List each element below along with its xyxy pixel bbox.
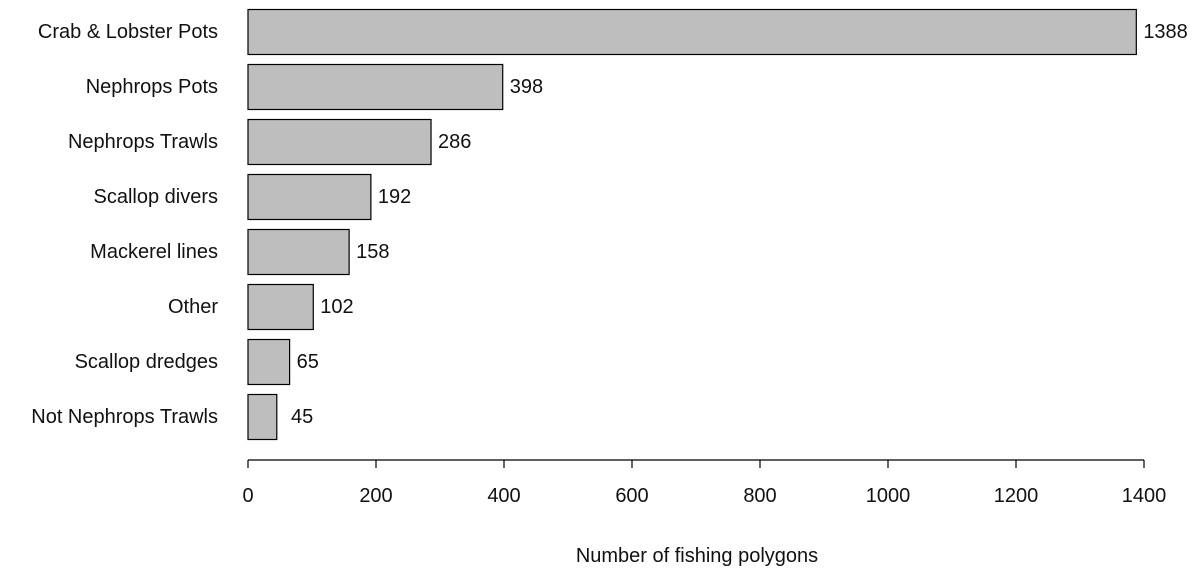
bar-scallop-dredges	[247, 338, 291, 386]
bar-nephrops-pots	[247, 63, 504, 111]
value-label-nephrops-pots: 398	[510, 76, 543, 98]
value-label-mackerel-lines: 158	[356, 241, 389, 263]
value-label-nephrops-trawls: 286	[438, 131, 471, 153]
bars-group	[247, 8, 1137, 441]
category-label-other: Other	[168, 296, 218, 318]
value-label-not-nephrops-trawls: 45	[291, 406, 313, 428]
x-axis-title: Number of fishing polygons	[576, 545, 818, 567]
value-label-crab-lobster-pots: 1388	[1143, 21, 1188, 43]
x-axis: 0 200 400 600 800 1000 1200 1400	[242, 459, 1167, 507]
x-tick-label: 800	[743, 485, 776, 507]
x-tick-label: 1400	[1122, 485, 1167, 507]
category-label-mackerel-lines: Mackerel lines	[90, 241, 218, 263]
bar-nephrops-trawls	[247, 118, 432, 166]
x-tick-label: 0	[242, 485, 253, 507]
x-tick-label: 400	[487, 485, 520, 507]
category-label-crab-lobster-pots: Crab & Lobster Pots	[38, 21, 218, 43]
bar-mackerel-lines	[247, 228, 350, 276]
x-tick-label: 1200	[994, 485, 1039, 507]
x-tick-label: 1000	[866, 485, 911, 507]
bar-other	[247, 283, 314, 331]
value-label-other: 102	[320, 296, 353, 318]
category-label-nephrops-pots: Nephrops Pots	[86, 76, 218, 98]
value-label-scallop-dredges: 65	[297, 351, 319, 373]
category-labels: Crab & Lobster Pots Nephrops Pots Nephrops…	[31, 21, 218, 428]
category-label-not-nephrops-trawls: Not Nephrops Trawls	[31, 406, 218, 428]
bar-not-nephrops-trawls	[247, 393, 278, 441]
value-labels: 1388 398 286 192 158 102 65 45	[291, 21, 1188, 428]
bar-crab-lobster-pots	[247, 8, 1137, 56]
x-tick-label: 600	[615, 485, 648, 507]
category-label-scallop-divers: Scallop divers	[93, 186, 218, 208]
category-label-scallop-dredges: Scallop dredges	[75, 351, 218, 373]
value-label-scallop-divers: 192	[378, 186, 411, 208]
bar-scallop-divers	[247, 173, 372, 221]
category-label-nephrops-trawls: Nephrops Trawls	[68, 131, 218, 153]
x-tick-label: 200	[359, 485, 392, 507]
